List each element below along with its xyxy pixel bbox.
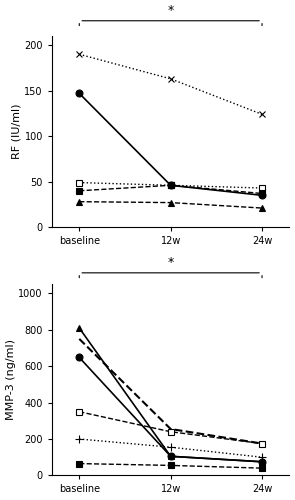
Text: *: *: [168, 256, 174, 269]
Y-axis label: RF (IU/ml): RF (IU/ml): [12, 104, 22, 160]
Text: *: *: [168, 4, 174, 17]
Y-axis label: MMP-3 (ng/ml): MMP-3 (ng/ml): [6, 340, 16, 420]
